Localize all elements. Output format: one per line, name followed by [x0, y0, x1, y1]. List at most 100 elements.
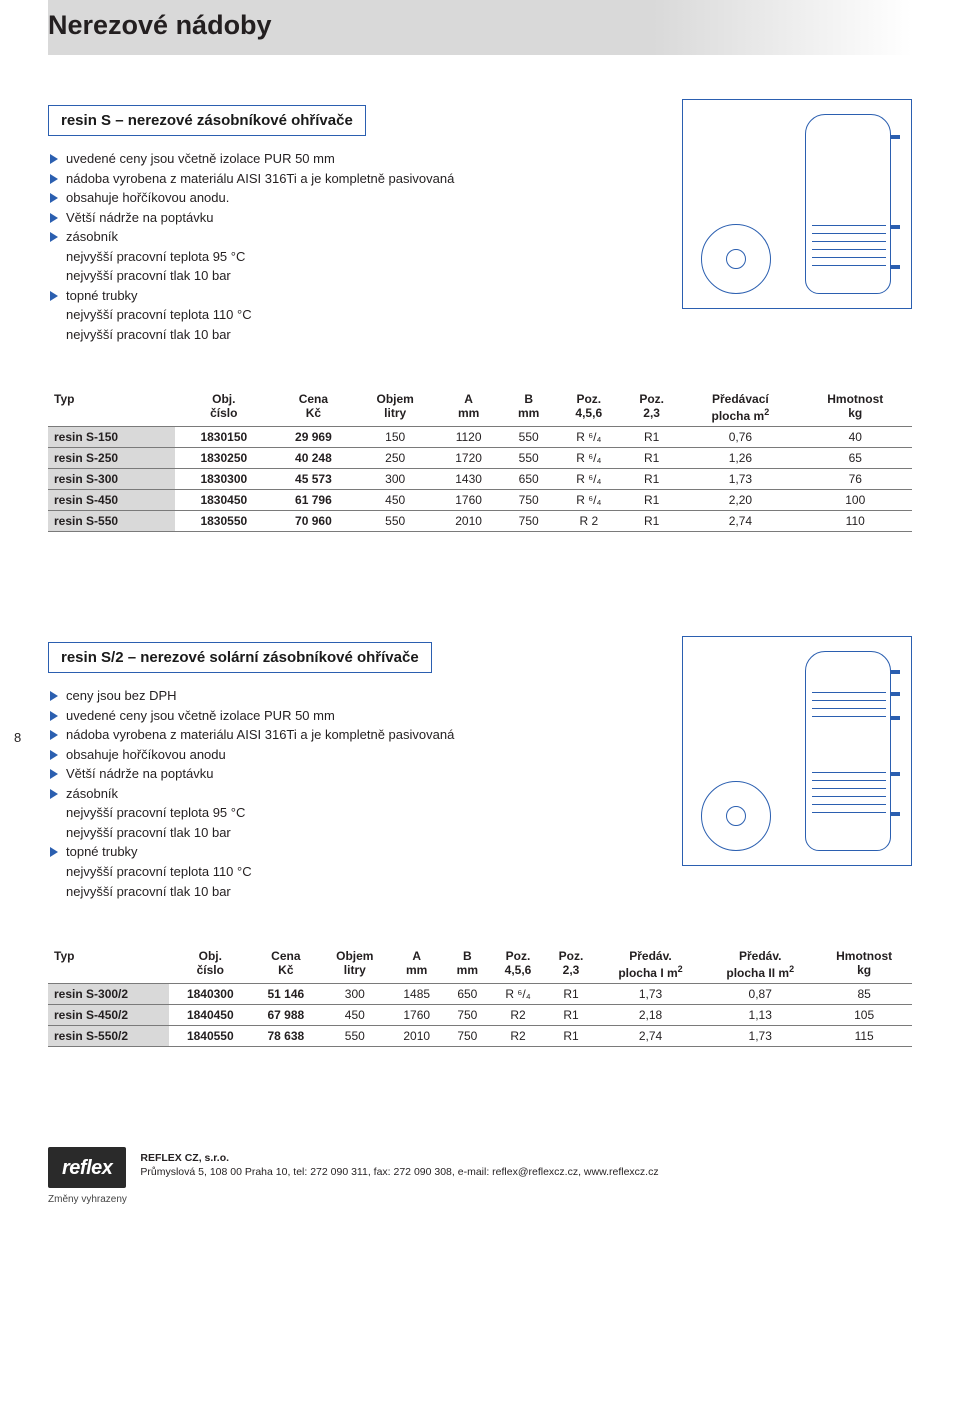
bullet-item: topné trubky [48, 287, 454, 305]
table-cell: R2 [491, 1004, 545, 1025]
section-2-table: TypObj.čísloCenaKčObjemlitryAmmBmmPoz.4,… [48, 948, 912, 1047]
table-cell: 1830300 [175, 469, 273, 490]
table-row: resin S-150183015029 9691501120550R ⁶/₄R… [48, 427, 912, 448]
table-cell: 1830150 [175, 427, 273, 448]
tank-icon [805, 651, 891, 851]
bullet-item: obsahuje hořčíkovou anodu. [48, 189, 454, 207]
bullet-item: nádoba vyrobena z materiálu AISI 316Ti a… [48, 170, 454, 188]
table-cell: 300 [320, 983, 389, 1004]
footer-text: REFLEX CZ, s.r.o. Průmyslová 5, 108 00 P… [140, 1147, 658, 1179]
section-1-text: resin S – nerezové zásobníkové ohřívače … [48, 105, 454, 345]
bullet-item: nejvyšší pracovní teplota 110 °C [48, 306, 454, 324]
bullet-item: obsahuje hořčíkovou anodu [48, 746, 454, 764]
table-body: resin S-300/2184030051 1463001485650R ⁶/… [48, 983, 912, 1046]
table-cell: 1720 [436, 448, 501, 469]
table-cell: 115 [816, 1025, 912, 1046]
section-1: resin S – nerezové zásobníkové ohřívače … [48, 105, 912, 345]
table-row: resin S-450183045061 7964501760750R ⁶/₄R… [48, 490, 912, 511]
col-header: Poz.4,5,6 [491, 948, 545, 983]
table-cell: 1,13 [704, 1004, 816, 1025]
table-cell: 1830450 [175, 490, 273, 511]
table-cell: R1 [621, 448, 682, 469]
table-cell: 78 638 [252, 1025, 321, 1046]
table-cell: resin S-450 [48, 490, 175, 511]
table-cell: R 2 [557, 511, 622, 532]
col-header: Typ [48, 391, 175, 426]
col-header: Obj.číslo [175, 391, 273, 426]
table-cell: R1 [621, 511, 682, 532]
bullet-item: nejvyšší pracovní tlak 10 bar [48, 824, 454, 842]
table-cell: 76 [799, 469, 913, 490]
section-2-diagram [682, 636, 912, 866]
table-cell: 1830550 [175, 511, 273, 532]
bullet-item: nejvyšší pracovní teplota 95 °C [48, 248, 454, 266]
table-cell: 40 [799, 427, 913, 448]
col-header: CenaKč [273, 391, 354, 426]
col-header: Bmm [501, 391, 557, 426]
col-header: Hmotnostkg [816, 948, 912, 983]
table-cell: 70 960 [273, 511, 354, 532]
logo: reflex [48, 1147, 126, 1188]
table-cell: 2010 [389, 1025, 443, 1046]
table-cell: resin S-150 [48, 427, 175, 448]
table-row: resin S-550/2184055078 6385502010750R2R1… [48, 1025, 912, 1046]
table-cell: R ⁶/₄ [557, 448, 622, 469]
flange-icon [701, 224, 771, 294]
table-cell: 1760 [389, 1004, 443, 1025]
table-body: resin S-150183015029 9691501120550R ⁶/₄R… [48, 427, 912, 532]
changes-note: Změny vyhrazeny [48, 1194, 912, 1205]
bullet-item: zásobník [48, 785, 454, 803]
table-head: TypObj.čísloCenaKčObjemlitryAmmBmmPoz.4,… [48, 391, 912, 426]
bullet-item: nejvyšší pracovní tlak 10 bar [48, 326, 454, 344]
footer: reflex REFLEX CZ, s.r.o. Průmyslová 5, 1… [48, 1147, 912, 1188]
col-header: Hmotnostkg [799, 391, 913, 426]
bullet-item: nejvyšší pracovní tlak 10 bar [48, 883, 454, 901]
table-cell: R1 [545, 983, 597, 1004]
table-cell: 1120 [436, 427, 501, 448]
table-cell: 450 [320, 1004, 389, 1025]
table-cell: 2010 [436, 511, 501, 532]
section-2-text: resin S/2 – nerezové solární zásobníkové… [48, 642, 454, 902]
table-cell: 2,20 [682, 490, 798, 511]
bullet-item: uvedené ceny jsou včetně izolace PUR 50 … [48, 150, 454, 168]
table-cell: 250 [354, 448, 436, 469]
flange-icon [701, 781, 771, 851]
table-row: resin S-300/2184030051 1463001485650R ⁶/… [48, 983, 912, 1004]
table-cell: 105 [816, 1004, 912, 1025]
section-2-title: resin S/2 – nerezové solární zásobníkové… [48, 642, 432, 673]
bullet-item: ceny jsou bez DPH [48, 687, 454, 705]
col-header: Amm [389, 948, 443, 983]
section-1-title: resin S – nerezové zásobníkové ohřívače [48, 105, 366, 136]
table-cell: 550 [501, 427, 557, 448]
bullet-item: uvedené ceny jsou včetně izolace PUR 50 … [48, 707, 454, 725]
table-row: resin S-250183025040 2482501720550R ⁶/₄R… [48, 448, 912, 469]
table-cell: R1 [545, 1004, 597, 1025]
col-header: Předávacíplocha m2 [682, 391, 798, 426]
table-cell: 2,18 [597, 1004, 704, 1025]
table-cell: resin S-300/2 [48, 983, 169, 1004]
table-cell: resin S-550 [48, 511, 175, 532]
col-header: CenaKč [252, 948, 321, 983]
col-header: Předáv.plocha I m2 [597, 948, 704, 983]
col-header: Amm [436, 391, 501, 426]
table-cell: 0,76 [682, 427, 798, 448]
section-2-bullets: ceny jsou bez DPH uvedené ceny jsou včetn… [48, 687, 454, 900]
table-cell: 65 [799, 448, 913, 469]
section-1-bullets: uvedené ceny jsou včetně izolace PUR 50 … [48, 150, 454, 343]
table-cell: 1760 [436, 490, 501, 511]
table-cell: 750 [501, 490, 557, 511]
table-cell: 1,26 [682, 448, 798, 469]
table-cell: 650 [501, 469, 557, 490]
table-cell: R ⁶/₄ [557, 490, 622, 511]
table-cell: 550 [320, 1025, 389, 1046]
section-1-table: TypObj.čísloCenaKčObjemlitryAmmBmmPoz.4,… [48, 391, 912, 532]
company-name: REFLEX CZ, s.r.o. [140, 1152, 229, 1164]
table-row: resin S-300183030045 5733001430650R ⁶/₄R… [48, 469, 912, 490]
table-cell: resin S-300 [48, 469, 175, 490]
table-row: resin S-450/2184045067 9884501760750R2R1… [48, 1004, 912, 1025]
table-cell: R1 [621, 490, 682, 511]
tank-icon [805, 114, 891, 294]
table-cell: 1,73 [704, 1025, 816, 1046]
table-cell: 750 [444, 1025, 491, 1046]
table-cell: 1840550 [169, 1025, 252, 1046]
